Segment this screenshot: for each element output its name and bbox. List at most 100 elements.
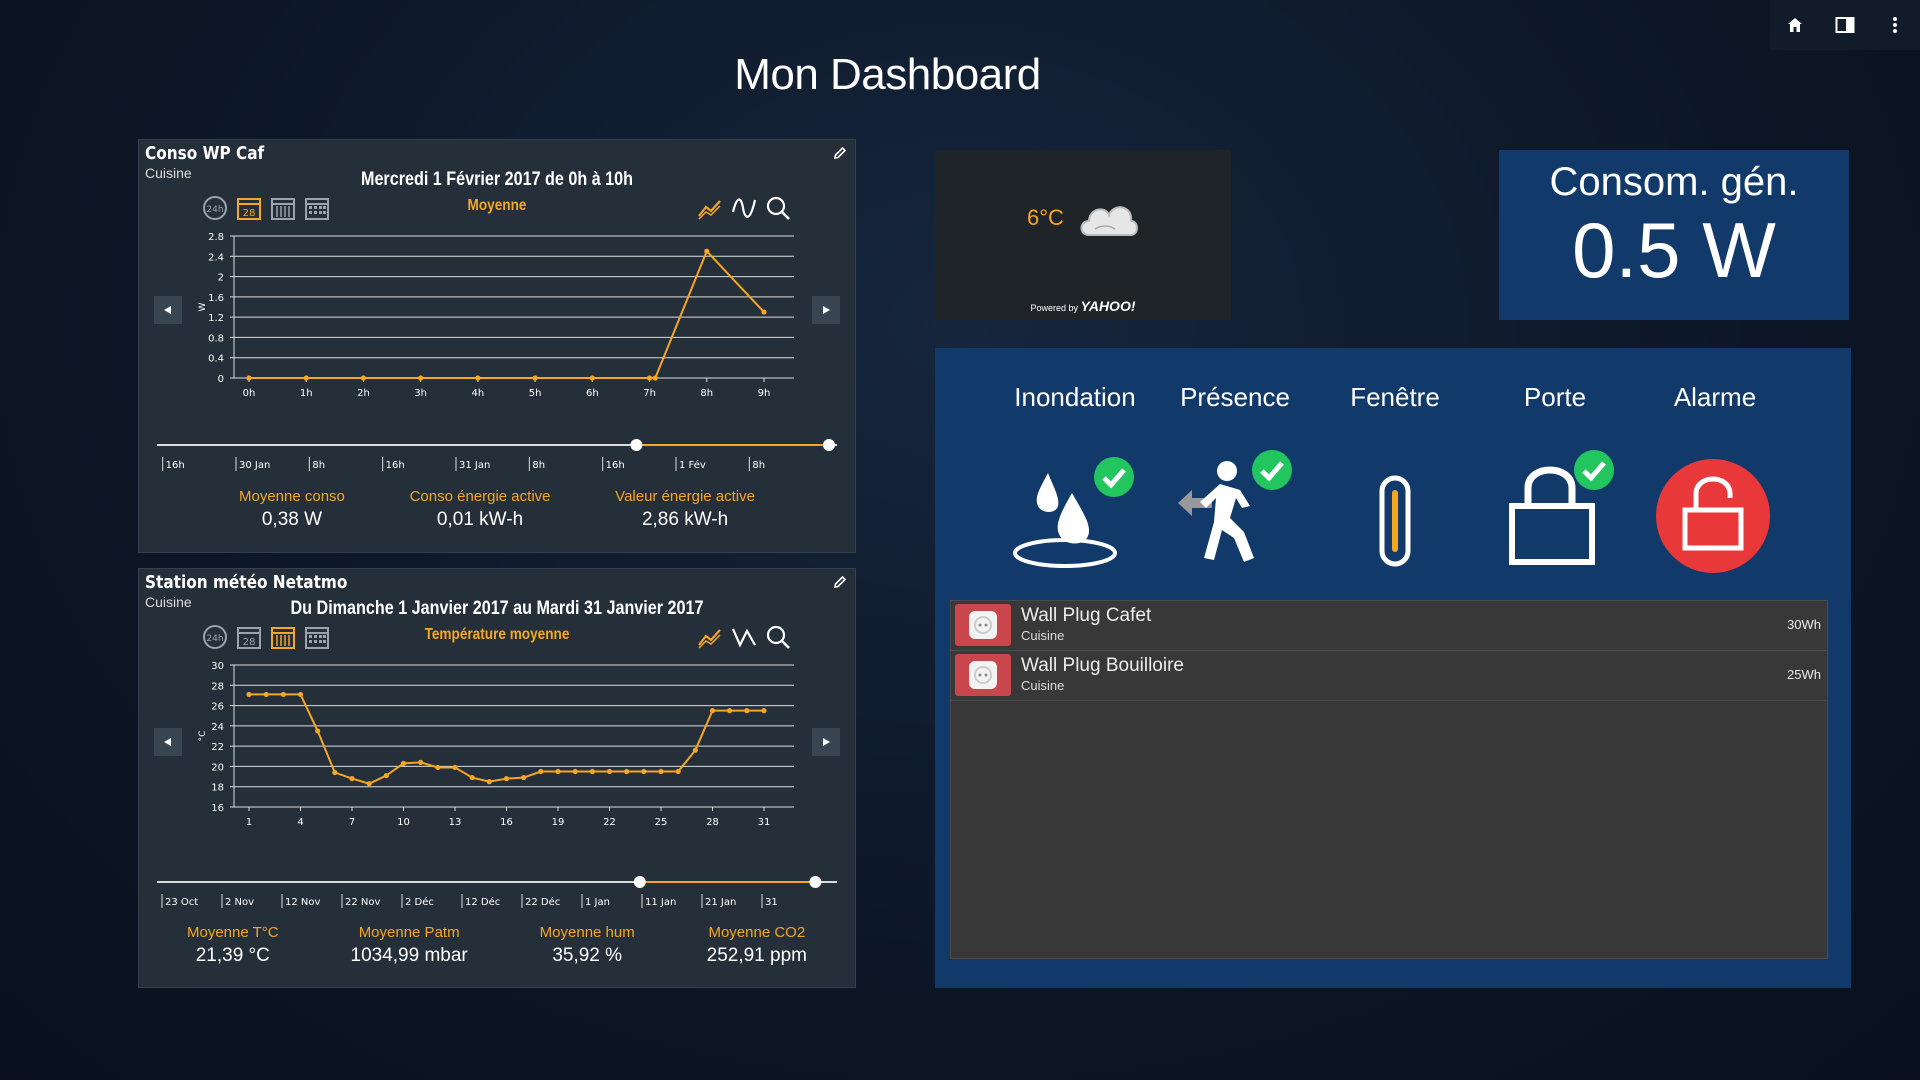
cloud-icon (1080, 206, 1138, 236)
series-line (249, 249, 765, 379)
security-label-inondation: Inondation (1014, 382, 1136, 412)
timeline-label: 2 Déc (405, 896, 434, 908)
svg-text:24h: 24h (206, 634, 223, 644)
x-tick-label: 10 (397, 817, 410, 828)
zoom-icon[interactable] (764, 623, 792, 651)
data-point (521, 774, 527, 781)
stat-value: 0,38 W (261, 509, 323, 530)
unlocked-alarm-icon[interactable] (1650, 448, 1780, 578)
window-sensor-icon[interactable] (1330, 448, 1460, 578)
x-tick-label: 1h (300, 388, 313, 399)
metric-label[interactable]: Température moyenne (424, 626, 570, 643)
data-point (538, 768, 544, 775)
next-arrow-button[interactable] (812, 728, 840, 756)
data-point (475, 375, 481, 381)
data-point (315, 728, 321, 734)
data-point (589, 768, 595, 775)
data-point (263, 691, 269, 698)
timeline-label: 8h (532, 460, 545, 471)
data-point (692, 747, 698, 753)
y-axis-label: °C (198, 731, 208, 742)
data-point (761, 309, 767, 315)
stat-label: Moyenne hum (539, 924, 635, 941)
range-timeline[interactable]: 23 Oct 2 Nov 12 Nov 22 Nov 2 Déc 12 Déc 22 Déc… (157, 874, 837, 914)
timeline-label: 8h (312, 460, 325, 471)
y-tick-label: 0 (218, 374, 224, 385)
timeline-label: 31 Jan (459, 460, 490, 471)
weather-widget[interactable]: 6°C Powered by YAHOO! (935, 150, 1231, 320)
smooth-curve-icon[interactable] (730, 194, 758, 222)
y-tick-label: 0.4 (208, 354, 224, 365)
consumption-label: Consom. gén. (1549, 160, 1799, 204)
list-item[interactable]: Wall Plug Cafet Cuisine 30Wh (951, 601, 1827, 651)
y-tick-label: 16 (211, 803, 224, 814)
data-point (297, 691, 304, 698)
y-tick-label: 30 (211, 661, 224, 672)
next-arrow-button[interactable] (812, 296, 840, 324)
x-tick-label: 6h (586, 388, 599, 399)
home-icon[interactable] (1780, 10, 1810, 40)
calendar-day-icon[interactable]: 28 (235, 623, 263, 651)
edit-pencil-icon[interactable] (833, 575, 847, 589)
padlock-icon[interactable] (1490, 448, 1620, 578)
stat-item: Moyenne T°C 21,39 °C (187, 924, 279, 967)
wall-plug-icon (955, 604, 1011, 646)
timeline-label: 1 Jan (585, 897, 610, 908)
calendar-month-icon[interactable] (269, 623, 297, 651)
y-tick-label: 24 (211, 722, 224, 733)
straight-line-icon[interactable] (730, 623, 758, 651)
calendar-day-icon[interactable]: 28 (235, 194, 263, 222)
24h-icon[interactable]: 24h (201, 623, 229, 651)
previous-arrow-button[interactable] (154, 296, 182, 324)
calendar-year-icon[interactable] (303, 194, 331, 222)
chart-toolbar (696, 194, 792, 222)
y-tick-label: 2.4 (208, 252, 224, 263)
list-item[interactable]: Wall Plug Bouilloire Cuisine 25Wh (951, 651, 1827, 701)
timeline-handle-start (633, 876, 646, 888)
calendar-month-icon[interactable] (269, 194, 297, 222)
security-label-porte: Porte (1523, 382, 1587, 412)
x-tick-label: 28 (706, 817, 719, 828)
edit-pencil-icon[interactable] (833, 146, 847, 160)
water-drops-icon[interactable] (1010, 448, 1140, 578)
24h-icon[interactable]: 24h (201, 194, 229, 222)
x-tick-label: 2h (357, 388, 370, 399)
sidebar-panel-icon[interactable] (1830, 10, 1860, 40)
previous-arrow-button[interactable] (154, 728, 182, 756)
stat-value: 21,39 °C (195, 945, 270, 966)
line-chart-icon[interactable] (696, 623, 724, 651)
total-consumption-tile[interactable]: Consom. gén. 0.5 W (1499, 150, 1849, 320)
data-point (641, 768, 647, 775)
stat-value: 2,86 kW-h (641, 509, 729, 530)
data-point (246, 375, 252, 381)
line-chart-icon[interactable] (696, 194, 724, 222)
period-label: Mercredi 1 Février 2017 de 0h à 10h (360, 169, 633, 190)
stat-label: Valeur énergie active (615, 488, 755, 505)
y-tick-label: 1.6 (208, 293, 224, 304)
data-point (452, 764, 458, 771)
y-tick-label: 20 (211, 762, 224, 773)
stat-value: 1034,99 mbar (350, 945, 468, 966)
timeline-label: 22 Déc (525, 896, 560, 908)
x-tick-label: 25 (655, 817, 668, 828)
timeline-label: 11 Jan (645, 897, 676, 908)
x-tick-label: 0h (243, 388, 256, 399)
y-tick-label: 1.2 (208, 313, 224, 324)
more-vertical-icon[interactable] (1880, 10, 1910, 40)
timeline-label: 22 Nov (345, 897, 381, 908)
wall-plug-list: Wall Plug Cafet Cuisine 30Wh Wall Plug B… (950, 600, 1828, 959)
data-point (435, 764, 441, 771)
person-running-icon[interactable] (1170, 448, 1300, 578)
range-timeline[interactable]: 16h 30 Jan 8h 16h 31 Jan 8h 16h 1 Fév 8h (157, 437, 837, 477)
timeline-label: 2 Nov (225, 897, 254, 908)
x-tick-label: 13 (449, 817, 462, 828)
timeline-label: 31 (765, 897, 778, 908)
zoom-icon[interactable] (764, 194, 792, 222)
x-tick-label: 16 (500, 817, 513, 828)
x-tick-label: 31 (758, 817, 771, 828)
consumption-value: 0.5 W (1572, 206, 1776, 294)
calendar-year-icon[interactable] (303, 623, 331, 651)
metric-label[interactable]: Moyenne (467, 197, 527, 214)
timeline-label: 21 Jan (705, 897, 736, 908)
yahoo-credit[interactable]: Powered by YAHOO! (1030, 298, 1136, 314)
